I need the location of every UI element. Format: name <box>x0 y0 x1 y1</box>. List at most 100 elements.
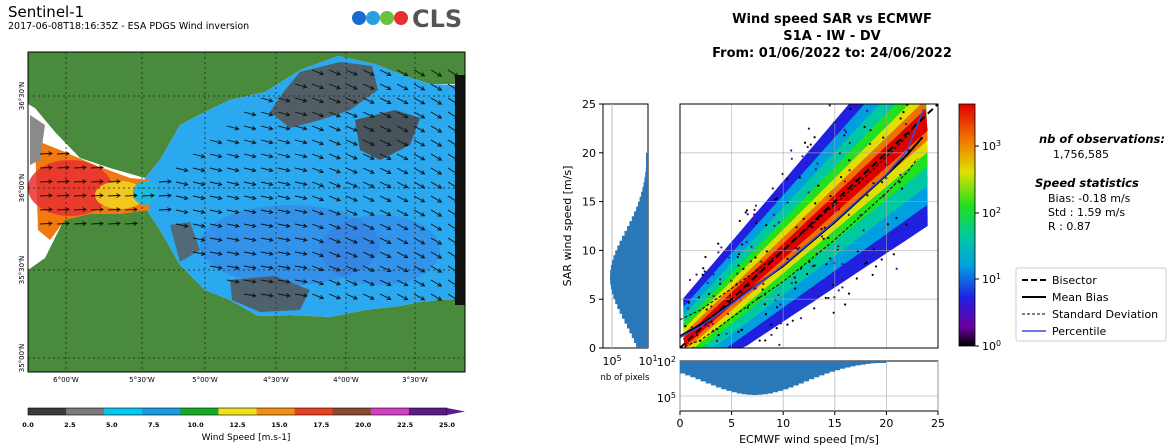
outlier-point <box>765 223 768 227</box>
log-tick-label: 100 <box>982 339 1001 354</box>
outlier-point <box>809 143 812 146</box>
outlier-point <box>807 191 810 194</box>
outlier-point <box>824 296 827 299</box>
series-line-percentile <box>680 108 925 338</box>
outlier-point <box>738 219 741 223</box>
cls-logo-text: CLS <box>412 5 462 33</box>
outlier-point <box>740 328 744 331</box>
outlier-point <box>794 287 797 290</box>
map-title: Sentinel-1 <box>8 3 85 21</box>
outlier-point <box>758 339 761 342</box>
outlier-point <box>712 295 715 298</box>
outlier-point <box>775 327 778 330</box>
outlier-point <box>816 295 820 298</box>
outlier-point <box>773 198 777 201</box>
bottom-histogram: 102 105 0 5 10 15 20 25 ECMWF wind speed [m/s… <box>657 355 945 447</box>
outlier-point <box>715 339 719 342</box>
outlier-point <box>837 245 840 248</box>
outlier-point <box>811 265 814 268</box>
map-colorbar-label: Wind Speed [m.s-1] <box>202 433 291 443</box>
outlier-point <box>760 260 763 263</box>
outlier-point <box>839 175 843 179</box>
outlier-point <box>745 209 748 212</box>
outlier-point <box>755 219 758 222</box>
series-line-standard-deviation <box>680 122 918 321</box>
x-tick-label: 10 <box>776 417 790 430</box>
outlier-point <box>710 305 713 308</box>
outlier-point <box>828 104 831 107</box>
outlier-point <box>863 125 866 129</box>
outlier-point <box>764 313 768 316</box>
y-tick-label: 5 <box>589 293 596 306</box>
side-hist-tick: 105 <box>602 354 621 369</box>
outlier-point <box>727 312 730 316</box>
y-tick-label: 10 <box>582 244 596 257</box>
outlier-point <box>705 308 708 311</box>
log-tick-label: 102 <box>982 206 1001 221</box>
outlier-point <box>763 302 766 306</box>
low-wind-patch <box>170 222 200 262</box>
outlier-point <box>757 296 760 300</box>
wind-arrows <box>39 69 459 301</box>
chart-title-line-1: Wind speed SAR vs ECMWF <box>732 12 932 27</box>
outlier-point <box>790 149 793 152</box>
outlier-point <box>848 141 851 145</box>
outlier-point <box>746 213 749 216</box>
outlier-point <box>719 282 722 285</box>
outlier-point <box>753 208 756 211</box>
outlier-point <box>749 260 753 263</box>
outlier-point <box>757 271 761 274</box>
outlier-point <box>786 323 789 326</box>
bottom-hist-tick: 102 <box>657 355 676 370</box>
outlier-point <box>746 306 749 309</box>
legend-entry: Standard Deviation <box>1052 308 1158 321</box>
low-wind-patch <box>355 110 420 160</box>
land-morocco <box>28 200 465 372</box>
colorbar-segment <box>142 408 181 415</box>
legend-entry: Bisector <box>1052 274 1097 287</box>
outlier-point <box>707 325 710 328</box>
outlier-point <box>799 317 803 320</box>
outlier-point <box>866 194 869 197</box>
y-tick-label: 15 <box>582 196 596 209</box>
outlier-point <box>772 213 776 216</box>
outlier-point <box>696 334 699 337</box>
outlier-point <box>848 159 851 162</box>
outlier-point <box>729 294 732 297</box>
outlier-point <box>849 107 852 110</box>
outlier-point <box>761 288 764 291</box>
outlier-point <box>754 287 757 290</box>
colorbar-segment <box>66 408 105 415</box>
colorbar-tick: 5.0 <box>106 421 118 429</box>
outlier-point <box>844 303 847 306</box>
outlier-point <box>874 265 878 268</box>
lat-tick-label: 36°30'N <box>18 82 26 110</box>
side-hist-tick: 101 <box>638 354 657 369</box>
outlier-point <box>886 223 890 226</box>
outlier-point <box>697 296 701 299</box>
outlier-point <box>725 332 728 335</box>
colorbar-tick: 17.5 <box>313 421 330 429</box>
colorbar-segment <box>28 408 67 415</box>
colorbar-tick: 25.0 <box>439 421 456 429</box>
outlier-point <box>728 256 731 259</box>
low-wind-patch <box>30 115 45 165</box>
outlier-point <box>786 178 789 181</box>
outlier-point <box>737 330 740 334</box>
outlier-point <box>736 272 739 275</box>
outlier-point <box>779 303 782 306</box>
outlier-point <box>895 217 898 220</box>
lon-tick-label: 6°00'W <box>53 376 79 384</box>
outlier-point <box>744 211 747 214</box>
outlier-point <box>816 162 819 165</box>
outlier-point <box>719 278 722 281</box>
outlier-point <box>712 273 715 276</box>
colorbar-tick: 12.5 <box>229 421 246 429</box>
x-tick-label: 20 <box>879 417 893 430</box>
log-tick-label: 101 <box>982 272 1001 287</box>
legend-entry: Mean Bias <box>1052 291 1109 304</box>
colorbar-tick: 10.0 <box>188 421 205 429</box>
outlier-point <box>847 292 851 295</box>
outlier-point <box>825 263 828 266</box>
outlier-point <box>862 229 865 232</box>
